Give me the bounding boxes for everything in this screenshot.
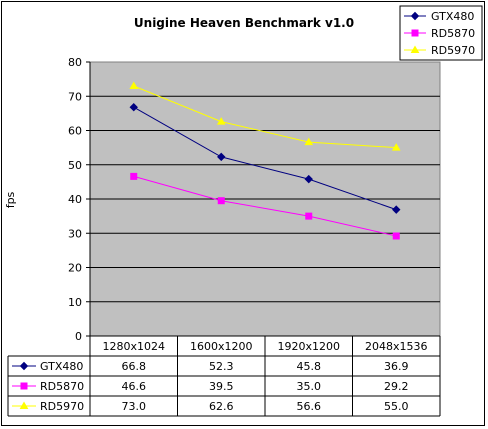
data-point-rd5970 xyxy=(216,117,226,125)
table-legend-key-marker-rd5970 xyxy=(19,401,29,409)
legend-label-rd5870: RD5870 xyxy=(431,27,475,40)
y-tick-label: 0 xyxy=(75,330,82,343)
series-line-gtx480 xyxy=(133,106,397,211)
table-cell-rd5870: 39.5 xyxy=(209,380,234,393)
table-cell-gtx480: 45.8 xyxy=(297,360,322,373)
data-point-gtx480 xyxy=(129,103,138,112)
table-cell-gtx480: 66.8 xyxy=(122,360,147,373)
y-tick-label: 50 xyxy=(68,159,82,172)
chart-title: Unigine Heaven Benchmark v1.0 xyxy=(134,16,354,30)
series-line-rd5970 xyxy=(133,85,397,149)
legend-key-marker-rd5970 xyxy=(410,45,420,53)
data-point-rd5870 xyxy=(217,197,225,205)
table-cell-gtx480: 36.9 xyxy=(384,360,409,373)
data-point-rd5970 xyxy=(304,137,314,146)
legend-label-gtx480: GTX480 xyxy=(431,10,474,23)
x-tick-label: 2048x1536 xyxy=(365,340,428,353)
y-tick-label: 40 xyxy=(68,193,82,206)
data-point-rd5970 xyxy=(391,143,401,151)
y-tick-label: 70 xyxy=(68,90,82,103)
table-cell-rd5970: 55.0 xyxy=(384,400,409,413)
data-point-rd5870 xyxy=(130,172,138,180)
table-cell-rd5870: 46.6 xyxy=(122,380,147,393)
data-point-rd5870 xyxy=(392,232,400,240)
data-point-rd5970 xyxy=(129,81,139,89)
table-cell-rd5870: 29.2 xyxy=(384,380,409,393)
table-series-name-rd5970: RD5970 xyxy=(40,400,84,413)
y-axis-label: fps xyxy=(4,191,17,208)
table-cell-rd5970: 56.6 xyxy=(297,400,322,413)
y-tick-label: 20 xyxy=(68,262,82,275)
series-line-rd5870 xyxy=(133,175,397,237)
table-series-name-gtx480: GTX480 xyxy=(40,360,83,373)
table-cell-rd5870: 35.0 xyxy=(297,380,322,393)
table-cell-rd5970: 73.0 xyxy=(122,400,147,413)
table-legend-key-marker-rd5870 xyxy=(20,382,28,390)
x-tick-label: 1600x1200 xyxy=(190,340,253,353)
data-point-gtx480 xyxy=(304,174,313,184)
data-point-rd5870 xyxy=(305,212,313,220)
table-cell-gtx480: 52.3 xyxy=(209,360,234,373)
x-tick-label: 1280x1024 xyxy=(103,340,166,353)
table-series-name-rd5870: RD5870 xyxy=(40,380,84,393)
y-tick-label: 80 xyxy=(68,56,82,69)
legend-key-marker-rd5870 xyxy=(411,29,419,37)
y-tick-label: 30 xyxy=(68,227,82,240)
legend-key-marker-gtx480 xyxy=(410,11,420,21)
y-tick-label: 10 xyxy=(68,296,82,309)
legend-label-rd5970: RD5970 xyxy=(431,44,475,57)
x-tick-label: 1920x1200 xyxy=(278,340,341,353)
data-point-gtx480 xyxy=(392,205,401,214)
table-legend-key-marker-gtx480 xyxy=(19,361,29,371)
y-tick-label: 60 xyxy=(68,125,82,138)
data-point-gtx480 xyxy=(217,152,226,162)
table-cell-rd5970: 62.6 xyxy=(209,400,234,413)
